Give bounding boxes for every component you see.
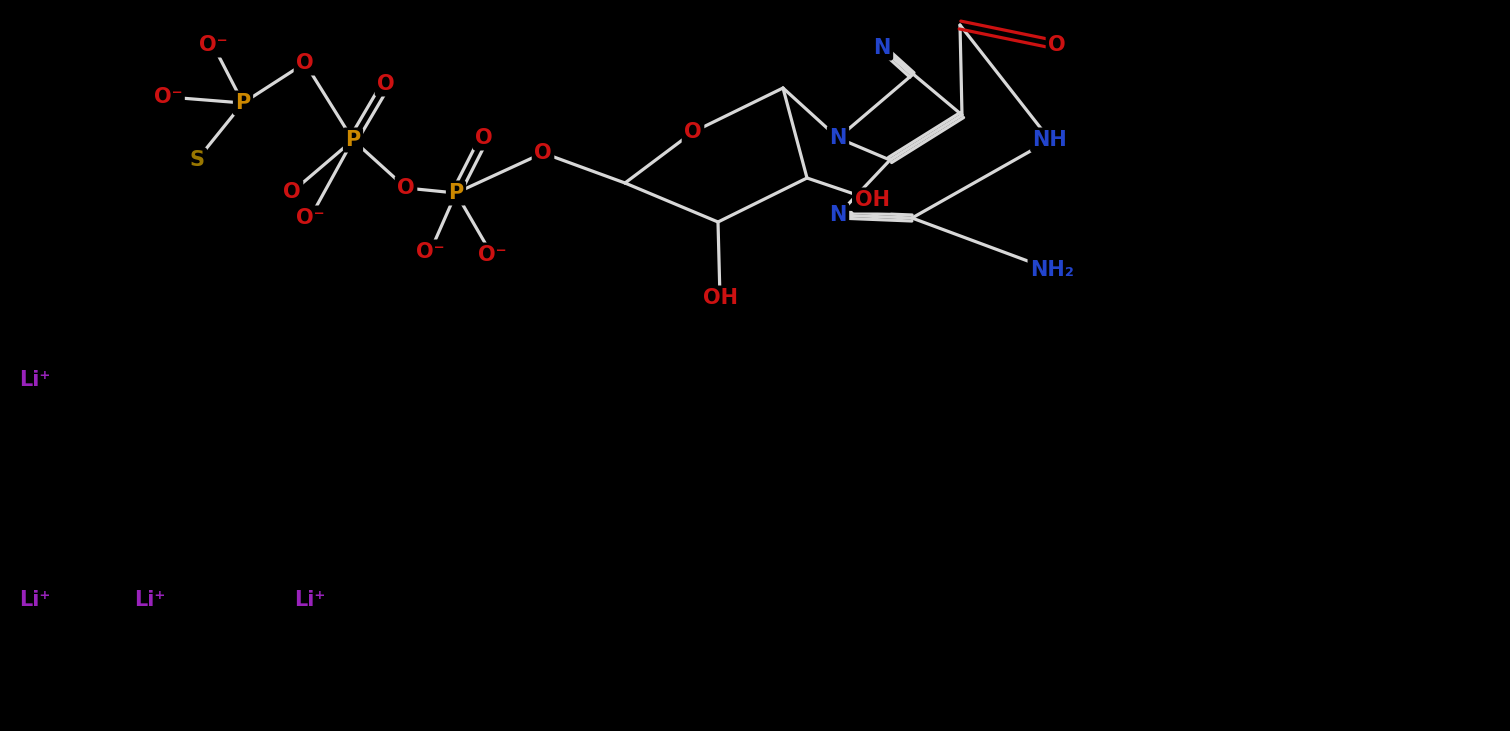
Text: O: O bbox=[684, 122, 702, 142]
Text: N: N bbox=[829, 128, 847, 148]
Text: P: P bbox=[346, 130, 361, 150]
Text: O: O bbox=[397, 178, 415, 198]
Text: NH₂: NH₂ bbox=[1030, 260, 1074, 280]
Text: O: O bbox=[1048, 35, 1066, 55]
Text: S: S bbox=[189, 150, 204, 170]
Text: P: P bbox=[448, 183, 464, 203]
Text: Li⁺: Li⁺ bbox=[20, 590, 51, 610]
Text: O: O bbox=[296, 53, 314, 73]
Text: OH: OH bbox=[702, 288, 737, 308]
Text: O⁻: O⁻ bbox=[477, 245, 506, 265]
Text: OH: OH bbox=[855, 190, 889, 210]
Text: N: N bbox=[873, 38, 891, 58]
Text: Li⁺: Li⁺ bbox=[134, 590, 166, 610]
Text: NH: NH bbox=[1033, 130, 1068, 150]
Text: O⁻: O⁻ bbox=[199, 35, 228, 55]
Text: O: O bbox=[284, 182, 300, 202]
Text: O⁻: O⁻ bbox=[415, 242, 444, 262]
Text: O: O bbox=[476, 128, 492, 148]
Text: Li⁺: Li⁺ bbox=[294, 590, 326, 610]
Text: O: O bbox=[378, 74, 394, 94]
Text: O⁻: O⁻ bbox=[154, 87, 183, 107]
Text: O⁻: O⁻ bbox=[296, 208, 325, 228]
Text: Li⁺: Li⁺ bbox=[20, 370, 51, 390]
Text: N: N bbox=[829, 205, 847, 225]
Text: O: O bbox=[535, 143, 551, 163]
Text: P: P bbox=[236, 93, 251, 113]
